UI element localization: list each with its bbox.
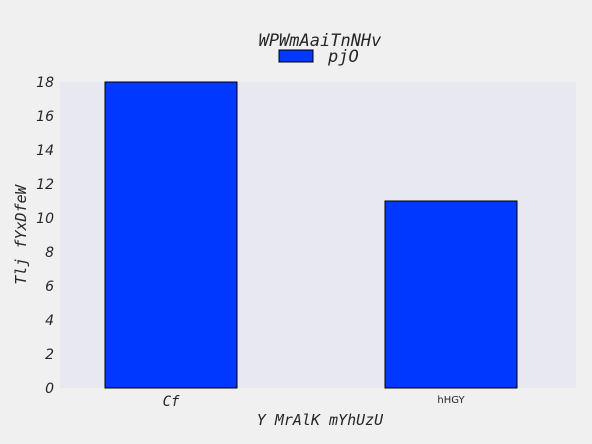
x-tick-label-hhgy: hHGY bbox=[437, 395, 465, 406]
x-axis-label: Y MrAlK mYhUzU bbox=[257, 411, 384, 429]
y-tick-label: 18 bbox=[36, 75, 54, 91]
y-tick-label: 8 bbox=[45, 245, 54, 261]
legend: pjO bbox=[278, 47, 359, 67]
y-tick-label: 2 bbox=[45, 347, 54, 363]
x-axis-ticks: Cf hHGY bbox=[163, 394, 466, 410]
y-tick-label: 0 bbox=[45, 381, 54, 397]
x-tick-label-cf: Cf bbox=[163, 394, 180, 410]
legend-label: pjO bbox=[327, 47, 359, 67]
bars-group bbox=[104, 81, 518, 389]
y-tick-label: 12 bbox=[36, 177, 54, 193]
bar-cf bbox=[104, 81, 238, 389]
y-axis-label: Tlj fYxDfeW bbox=[12, 183, 30, 284]
y-tick-label: 4 bbox=[45, 313, 54, 329]
y-axis-ticks: 0 2 4 6 8 10 12 14 16 18 bbox=[36, 75, 54, 397]
y-tick-label: 16 bbox=[36, 109, 54, 125]
chart-title: WPWmAaiTnNHv bbox=[259, 31, 383, 51]
legend-swatch bbox=[278, 49, 314, 63]
y-tick-label: 6 bbox=[45, 279, 54, 295]
bar-hhgy bbox=[384, 200, 518, 389]
y-tick-label: 10 bbox=[36, 211, 54, 227]
y-tick-label: 14 bbox=[36, 143, 54, 159]
